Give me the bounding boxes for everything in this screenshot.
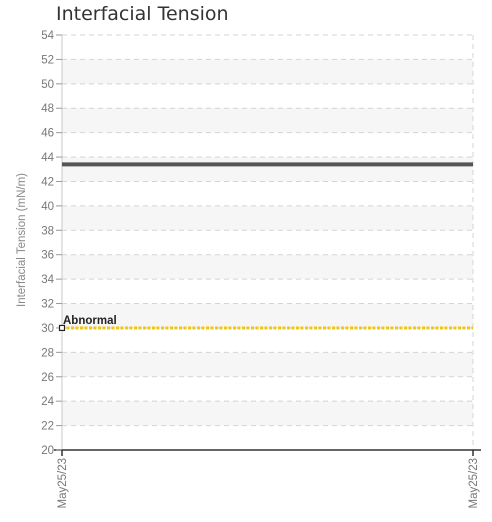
y-tick-label: 24 — [41, 396, 54, 408]
grid-lines — [61, 34, 474, 450]
plot-bands — [62, 59, 473, 426]
axes — [54, 34, 481, 456]
chart-title: Interfacial Tension — [56, 3, 229, 25]
y-tick-labels: 20 22 24 26 28 30 32 34 36 38 40 42 44 46 48 50 52 54 — [41, 30, 54, 457]
data-series — [62, 162, 473, 330]
y-tick-label: 22 — [41, 421, 54, 433]
plot-band — [62, 352, 473, 377]
y-tick-label: 40 — [41, 201, 54, 213]
y-tick-label: 28 — [41, 347, 54, 359]
x-tick-label: May25/23 — [57, 458, 69, 509]
y-tick-label: 34 — [41, 274, 54, 286]
y-tick-label: 20 — [41, 445, 54, 457]
plot-band — [62, 108, 473, 133]
annotation-marker — [58, 324, 66, 332]
y-tick-label: 44 — [41, 152, 54, 164]
plot-band — [62, 254, 473, 280]
plot-band — [62, 303, 473, 328]
y-tick-label: 30 — [41, 323, 54, 335]
y-tick-label: 54 — [41, 30, 54, 42]
plot-band — [62, 401, 473, 426]
y-tick-label: 26 — [41, 372, 54, 384]
y-tick-label: 36 — [41, 250, 54, 262]
y-tick-label: 42 — [41, 176, 54, 188]
y-tick-label: 50 — [41, 79, 54, 91]
x-tick-label: May25/23 — [468, 458, 480, 509]
y-tick-label: 32 — [41, 299, 54, 311]
y-tick-label: 46 — [41, 128, 54, 140]
plot-band — [62, 205, 473, 231]
annotation-label: Abnormal — [63, 315, 117, 327]
plot-band — [62, 59, 473, 84]
plot-band — [62, 157, 473, 182]
y-tick-label: 48 — [41, 103, 54, 115]
y-tick-label: 52 — [41, 54, 54, 66]
y-tick-label: 38 — [41, 225, 54, 237]
annotations: Abnormal — [58, 315, 117, 332]
y-axis-label: Interfacial Tension (mN/m) — [16, 173, 28, 307]
x-tick-labels: May25/23 May25/23 — [57, 458, 480, 509]
